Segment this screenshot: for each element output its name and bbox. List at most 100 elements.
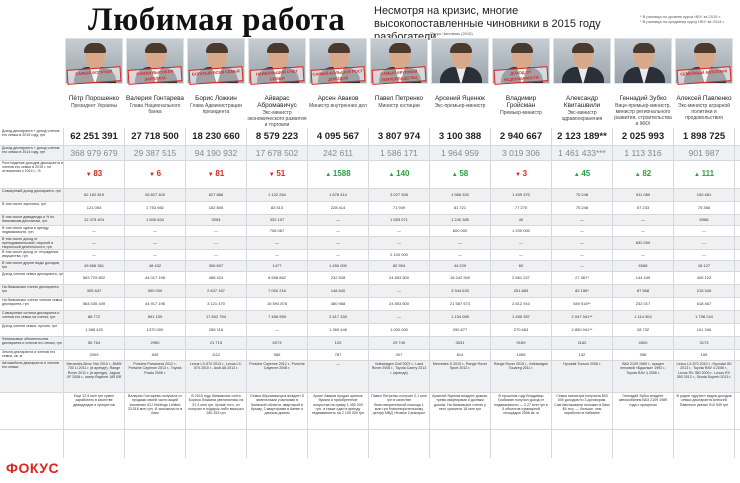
table-cell: Павел Петренко получил 2,1 млн грн в кач… xyxy=(371,394,427,416)
table-cell: 618 467 xyxy=(696,301,712,306)
official-name-block: Арсен Аваков Министр внутренних дел xyxy=(308,95,368,109)
row-divider xyxy=(0,188,740,189)
row-divider xyxy=(0,260,740,261)
table-row-bank-declarant: На банковских счетах декларанта, грн 305 … xyxy=(0,284,740,297)
table-cell: 1477 xyxy=(272,263,282,268)
table-cell: — xyxy=(458,252,462,257)
table-cell: 405 122 xyxy=(696,275,712,280)
table-cell: 1 134 055 xyxy=(451,314,469,319)
table-cell: 71 949 xyxy=(392,205,406,210)
column-divider xyxy=(63,128,64,458)
row-label: Земля декларанта и членов его семьи, кв.… xyxy=(2,350,56,359)
table-cell: — xyxy=(336,362,340,366)
row-label: В том числе доход от отчуждения имуществ… xyxy=(2,250,59,259)
row-divider xyxy=(0,225,740,226)
arrow-up-icon: ▲ xyxy=(693,172,702,178)
table-cell: 1 369 448 xyxy=(329,327,347,332)
table-cell: — xyxy=(214,228,218,233)
table-cell: 1 113 316 xyxy=(624,148,662,158)
change-down-cell: ▼ 83 xyxy=(85,169,103,178)
table-cell: — xyxy=(397,240,401,245)
column-divider xyxy=(307,128,308,458)
table-row-financial: Финансовые обязательства декларанта и чл… xyxy=(0,336,740,349)
arrow-up-icon: ▲ xyxy=(573,172,582,178)
table-cell: 15 594 878 xyxy=(266,301,288,306)
table-row-property-sale: В том числе доход от отчуждения имуществ… xyxy=(0,249,740,260)
official-name-block: Пётр Порошенко Президент Украины xyxy=(64,95,124,109)
row-divider xyxy=(0,284,740,285)
row-label: Рост/падение доходов декларанта и членов… xyxy=(2,161,63,174)
legend-item: В разница по среднему курсу НБУ за 2014 … xyxy=(640,19,725,24)
table-cell: 1162 xyxy=(577,340,587,345)
table-cell: 1 499 370 xyxy=(512,192,530,197)
table-row-land: Земля декларанта и членов его семьи, кв.… xyxy=(0,349,740,360)
official-name-block: Валерия Гонтарева Глава Национального бан… xyxy=(125,95,185,115)
table-cell: 48 432 xyxy=(148,263,162,268)
table-cell: 332 107 xyxy=(269,217,285,222)
table-row-rent: В том числе сдача в аренду недвижимости,… xyxy=(0,225,740,236)
change-down-cell: ▼ 6 xyxy=(148,169,162,178)
row-divider xyxy=(0,349,740,350)
table-cell: — xyxy=(641,228,645,233)
change-up-cell: ▲ 45 xyxy=(573,169,591,178)
table-cell: 82 156* xyxy=(575,288,589,293)
table-cell: В родне «других» видов доходов семьи дек… xyxy=(676,394,732,407)
row-label: Автомобили декларанта и членов его семьи xyxy=(2,361,59,370)
row-divider xyxy=(0,336,740,337)
table-row-cars: Автомобили декларанта и членов его семьи… xyxy=(0,360,740,392)
table-row-notes: Еще 12,5 млн грн сумел заработать в каче… xyxy=(0,392,740,429)
table-cell: — xyxy=(702,240,706,245)
table-cell: 6988 xyxy=(699,217,709,222)
table-cell: 44 917 196 xyxy=(144,301,166,306)
table-cell: 1 553 071 xyxy=(390,217,408,222)
table-cell: 3 019 306 xyxy=(502,148,540,158)
row-label: Совокупный доход декларанта, грн xyxy=(2,189,61,193)
table-cell: 832 000 xyxy=(635,240,651,245)
row-label: Доход декларанта + доход членов его семь… xyxy=(2,129,60,138)
table-cell: — xyxy=(519,252,523,257)
table-cell: 1 798 244 xyxy=(695,314,713,319)
column-divider xyxy=(124,128,125,458)
footer: ФОКУС xyxy=(0,458,740,483)
table-cell: 3 100 388 xyxy=(438,131,482,142)
table-cell: 985 xyxy=(273,352,281,357)
table-cell: 1 000 000 xyxy=(390,327,408,332)
table-cell: Арсений Яценюк владеет домом, тремя квар… xyxy=(432,394,488,411)
row-divider xyxy=(0,201,740,202)
table-cell: 396 xyxy=(639,352,647,357)
table-cell: Porsche Panamera 2012 г., Porsche Cayenn… xyxy=(128,362,182,375)
row-label: Финансовые обязательства декларанта и чл… xyxy=(2,337,62,346)
table-row-other: В том числе другие виды доходов, грн 49 6… xyxy=(0,260,740,271)
table-cell: 1 966 333 xyxy=(451,192,469,197)
row-label: На банковских счетах декларанта, грн xyxy=(2,285,60,294)
table-cell: — xyxy=(580,240,584,245)
table-cell: 2 047 941** xyxy=(571,314,593,319)
column-divider xyxy=(673,128,674,458)
row-divider xyxy=(0,145,740,146)
row-label: Совокупные остатки декларанта и членов е… xyxy=(2,311,60,320)
table-cell: 8 598 862 xyxy=(268,275,286,280)
official-role: Глава Администрации президента xyxy=(190,103,242,115)
table-row-declared-2015: Доход декларанта + доход членов его семь… xyxy=(0,128,740,145)
official-role: Премьер-министр xyxy=(500,110,542,116)
column-divider xyxy=(246,128,247,458)
table-cell: 305 647 xyxy=(86,288,102,293)
table-cell: 17 678 502 xyxy=(255,148,299,158)
table-cell: 121 054 xyxy=(86,205,102,210)
row-divider xyxy=(0,360,740,361)
official-role: Экс-премьер-министр xyxy=(434,103,486,109)
table-cell: 1 586 171 xyxy=(380,148,418,158)
row-divider xyxy=(0,323,740,324)
table-cell: 87 568 xyxy=(636,288,650,293)
arrow-down-icon: ▼ xyxy=(514,172,523,178)
arrow-down-icon: ▼ xyxy=(85,172,94,178)
table-cell: 9159 xyxy=(516,340,526,345)
name-row: Пётр Порошенко Президент Украины Валерия Г… xyxy=(64,88,740,128)
table-cell: 6073 xyxy=(272,340,282,345)
table-cell: 24 853 500 xyxy=(388,275,410,280)
table-cell: — xyxy=(275,240,279,245)
row-divider xyxy=(0,236,740,237)
official-role: Экс-министр здравоохранения xyxy=(561,110,603,122)
table-cell: 44 229 xyxy=(453,263,467,268)
official-role: Глава Национального банка xyxy=(129,103,181,115)
